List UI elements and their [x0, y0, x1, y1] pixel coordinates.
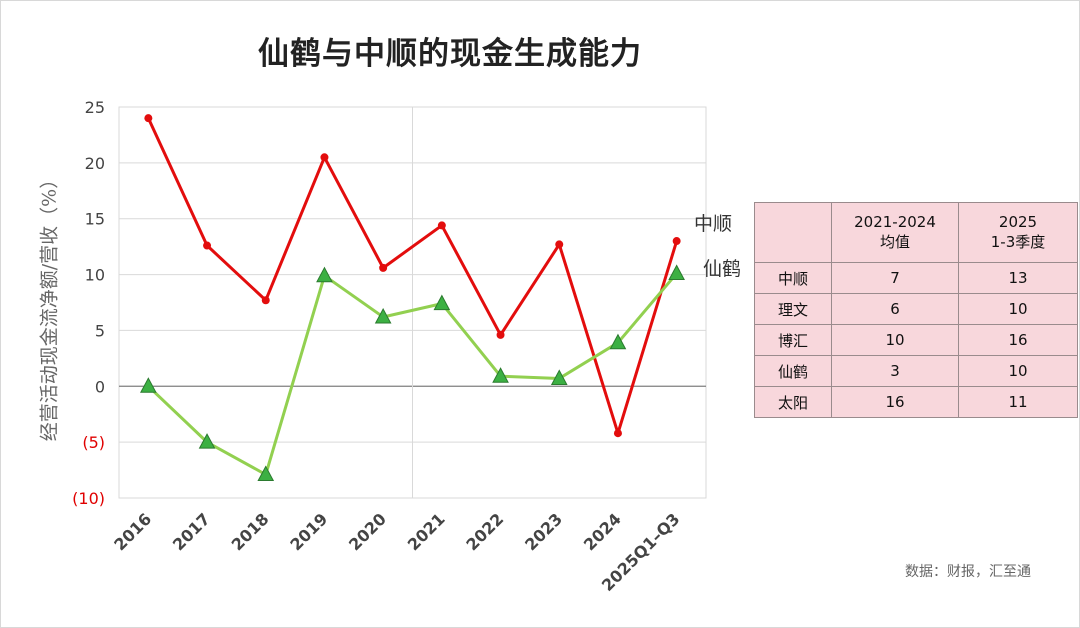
y-tick-label: 0 — [95, 377, 105, 396]
table-row: 太阳 16 11 — [754, 386, 1078, 418]
data-point-zhongshun — [320, 153, 329, 162]
table-header-ytd-line1: 2025 — [998, 213, 1038, 231]
x-tick-label: 2023 — [521, 509, 566, 554]
table-header-avg-line1: 2021-2024 — [854, 213, 936, 231]
table-cell-company: 太阳 — [754, 386, 832, 418]
series-line-0 — [146, 117, 679, 435]
table-cell-avg: 3 — [831, 355, 959, 387]
x-tick-label: 2017 — [169, 509, 214, 554]
data-point-xianhe — [198, 433, 216, 449]
data-point-xianhe — [433, 294, 451, 311]
x-tick-label: 2021 — [404, 509, 449, 554]
table-row: 仙鹤 3 10 — [754, 355, 1078, 387]
data-point-zhongshun — [672, 237, 681, 246]
table-header-row: 2021-2024 均值 2025 1-3季度 — [754, 202, 1078, 263]
y-tick-label: 20 — [85, 154, 105, 173]
data-point-zhongshun — [496, 330, 505, 339]
table-cell-avg: 7 — [831, 262, 959, 294]
table-cell-ytd: 10 — [958, 293, 1078, 325]
table-cell-ytd: 11 — [958, 386, 1078, 418]
data-point-xianhe — [609, 333, 627, 350]
y-tick-label: (5) — [82, 433, 105, 452]
series-label-xianhe: 仙鹤 — [703, 258, 742, 280]
table-header-avg-line2: 均值 — [879, 233, 910, 251]
y-tick-label: 5 — [95, 321, 105, 340]
x-tick-label: 2019 — [286, 509, 331, 554]
series-line-1 — [147, 272, 678, 477]
data-point-xianhe — [316, 266, 333, 283]
data-point-xianhe — [492, 367, 509, 383]
table-row: 中顺 7 13 — [754, 262, 1078, 294]
table-cell-avg: 6 — [831, 293, 959, 325]
data-point-zhongshun — [379, 263, 388, 272]
y-tick-label: (10) — [72, 489, 105, 508]
table-cell-ytd: 16 — [958, 324, 1078, 356]
table-row: 理文 6 10 — [754, 293, 1078, 325]
table-row: 博汇 10 16 — [754, 324, 1078, 356]
data-point-zhongshun — [555, 240, 564, 249]
table-cell-ytd: 10 — [958, 355, 1078, 387]
chart-title: 仙鹤与中顺的现金生成能力 — [258, 36, 642, 72]
table-cell-company: 中顺 — [754, 262, 832, 294]
x-tick-label: 2020 — [345, 509, 390, 554]
table-header-blank — [754, 202, 832, 263]
y-tick-label: 15 — [85, 210, 105, 229]
data-point-xianhe — [374, 307, 392, 324]
table-header-avg: 2021-2024 均值 — [831, 202, 959, 263]
table-cell-avg: 10 — [831, 324, 959, 356]
data-point-xianhe — [668, 264, 685, 280]
table-cell-company: 理文 — [754, 293, 832, 325]
y-tick-label: 10 — [85, 266, 105, 285]
data-point-zhongshun — [613, 429, 622, 438]
y-tick-label: 25 — [85, 98, 105, 117]
data-point-xianhe — [140, 377, 157, 393]
table-cell-ytd: 13 — [958, 262, 1078, 294]
comparison-table: 2021-2024 均值 2025 1-3季度 中顺 7 13 理文 6 10 … — [754, 202, 1078, 418]
table-cell-company: 仙鹤 — [754, 355, 832, 387]
x-tick-label: 2018 — [228, 509, 273, 554]
x-tick-label: 2016 — [110, 509, 155, 554]
table-header-ytd-line2: 1-3季度 — [990, 233, 1046, 251]
table-cell-company: 博汇 — [754, 324, 832, 356]
series-label-zhongshun: 中顺 — [694, 213, 733, 235]
data-point-xianhe — [257, 465, 275, 482]
table-header-ytd: 2025 1-3季度 — [958, 202, 1078, 263]
data-point-zhongshun — [203, 241, 212, 250]
data-point-zhongshun — [437, 221, 446, 230]
data-point-zhongshun — [144, 114, 153, 123]
x-tick-label: 2022 — [462, 509, 507, 554]
source-note: 数据：财报，汇至通 — [905, 564, 1031, 580]
table-cell-avg: 16 — [831, 386, 959, 418]
data-point-zhongshun — [261, 296, 270, 305]
data-point-xianhe — [550, 369, 568, 385]
x-tick-label: 2024 — [580, 509, 625, 554]
